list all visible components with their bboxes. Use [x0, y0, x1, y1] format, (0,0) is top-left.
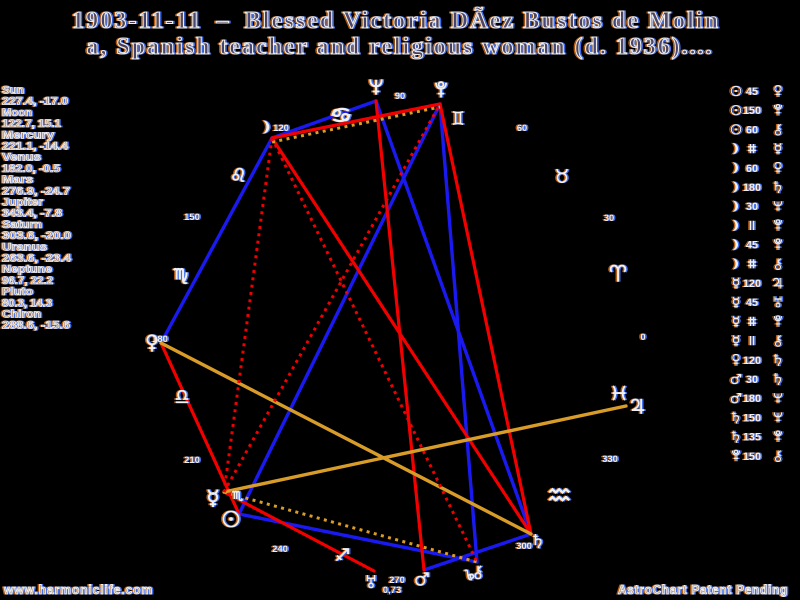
svg-text:Moon: Moon — [2, 107, 32, 119]
svg-text:0,73: 0,73 — [383, 585, 402, 596]
svg-text:Mercury: Mercury — [2, 129, 55, 141]
svg-text:Jupiter: Jupiter — [2, 197, 44, 209]
svg-text:180: 180 — [152, 334, 168, 345]
svg-text:135: 135 — [743, 432, 761, 444]
svg-text:Mars: Mars — [2, 174, 33, 186]
svg-text:30: 30 — [746, 201, 758, 213]
svg-text:1903-11-11 – Blessed Victoria: 1903-11-11 – Blessed Victoria DÃez Busto… — [72, 8, 720, 34]
svg-text:45: 45 — [746, 297, 758, 309]
svg-text:227.4, -17.0: 227.4, -17.0 — [2, 96, 68, 108]
svg-text:120: 120 — [743, 278, 761, 290]
svg-text:120: 120 — [743, 355, 761, 367]
svg-text:150: 150 — [743, 451, 761, 463]
svg-text:150: 150 — [743, 105, 761, 117]
svg-text:122.7, 15.1: 122.7, 15.1 — [2, 118, 61, 130]
svg-text:180: 180 — [743, 393, 761, 405]
svg-text:182.0, -0.5: 182.0, -0.5 — [2, 163, 60, 175]
svg-text:150: 150 — [743, 412, 761, 424]
svg-text:221.1, -14.4: 221.1, -14.4 — [2, 141, 69, 153]
svg-text:270: 270 — [389, 575, 405, 586]
svg-text:303.6, -20.0: 303.6, -20.0 — [2, 230, 71, 242]
svg-text:Chiron: Chiron — [2, 309, 41, 321]
svg-text:45: 45 — [746, 240, 758, 252]
svg-text:www.harmoniclife.com: www.harmoniclife.com — [3, 582, 153, 597]
svg-text:240: 240 — [272, 544, 288, 555]
svg-text:Neptune: Neptune — [2, 264, 52, 276]
svg-text:30: 30 — [604, 213, 615, 224]
svg-text:60: 60 — [517, 123, 528, 134]
svg-text:Venus: Venus — [2, 152, 41, 164]
svg-text:Saturn: Saturn — [2, 219, 42, 231]
svg-text:45: 45 — [746, 86, 758, 98]
svg-text:60: 60 — [746, 163, 758, 175]
svg-text:120: 120 — [273, 123, 289, 134]
svg-text:180: 180 — [743, 182, 761, 194]
svg-text:0: 0 — [640, 332, 645, 343]
svg-text:276.9, -24.7: 276.9, -24.7 — [2, 185, 70, 197]
svg-text:343.4, -7.8: 343.4, -7.8 — [2, 208, 62, 220]
svg-text:90: 90 — [395, 91, 406, 102]
svg-text:Pluto: Pluto — [2, 286, 33, 298]
svg-text:288.6, -15.6: 288.6, -15.6 — [2, 320, 70, 332]
svg-text:AstroChart Patent Pending: AstroChart Patent Pending — [618, 582, 788, 597]
svg-text:330: 330 — [602, 454, 618, 465]
svg-text:60: 60 — [746, 124, 758, 136]
svg-text:210: 210 — [184, 455, 200, 466]
svg-text:a, Spanish teacher and religio: a, Spanish teacher and religious woman (… — [87, 34, 714, 60]
svg-text:Uranus: Uranus — [2, 241, 47, 253]
svg-text:30: 30 — [746, 374, 758, 386]
svg-text:300: 300 — [516, 541, 532, 552]
svg-text:150: 150 — [184, 212, 200, 223]
svg-text:96.7, 22.2: 96.7, 22.2 — [2, 275, 53, 287]
svg-text:Sun: Sun — [2, 85, 24, 97]
svg-text:263.6, -23.4: 263.6, -23.4 — [2, 253, 72, 265]
svg-text:80.3, 14.3: 80.3, 14.3 — [2, 297, 52, 309]
